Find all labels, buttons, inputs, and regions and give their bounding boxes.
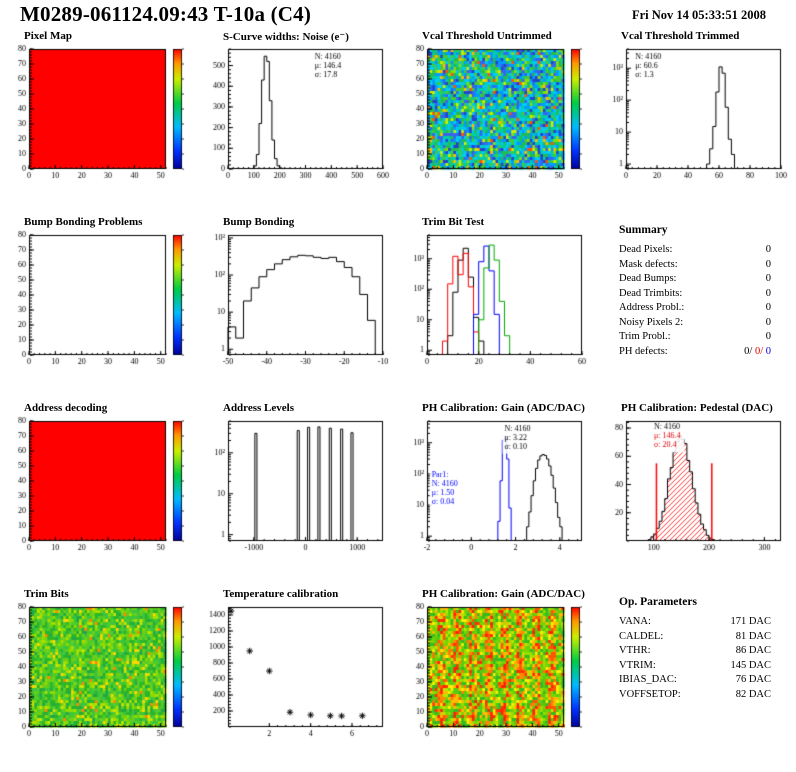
plot-grid: Pixel Map S-Curve widths: Noise (e⁻) Vca… [0,28,796,772]
pixel-map-plot [2,44,194,184]
op-parameter-value: 82 DAC [735,688,771,700]
plot-title: S-Curve widths: Noise (e⁻) [223,31,349,43]
plot-title: Vcal Threshold Untrimmed [422,30,552,42]
ph-pedestal-plot [599,416,791,556]
summary-label: Address Probl.: [619,302,685,313]
plot-title: Trim Bit Test [422,216,485,228]
plot-title: Pixel Map [24,30,72,42]
summary-row: Dead Trimbits: 0 [619,287,771,302]
op-parameter-value: 76 DAC [735,674,771,685]
summary-label: Noisy Pixels 2: [619,316,684,328]
op-parameters-panel: Op. Parameters VANA: 171 DAC CALDEL: 81 … [597,586,796,772]
summary-value: 0/ 0/ 0 [744,345,771,360]
plot-title: Vcal Threshold Trimmed [621,30,740,42]
plot-cell-address-levels: Address Levels [199,400,398,586]
op-parameter-value: 81 DAC [735,630,771,642]
scurve-noise-plot [201,44,393,184]
summary-label: Dead Pixels: [619,244,673,255]
op-parameter-row: VTHR: 86 DAC [619,644,771,659]
summary-value: 0 [765,273,771,284]
plot-cell-pixel-map: Pixel Map [0,28,199,214]
trim-bit-test-plot [400,230,592,370]
op-parameter-row: VTRIM: 145 DAC [619,659,771,674]
ph-gain-fit-plot [400,416,592,556]
op-parameter-label: IBIAS_DAC: [619,674,677,685]
summary-row: Trim Probl.: 0 [619,330,771,345]
plot-title: PH Calibration: Gain (ADC/DAC) [422,588,585,600]
op-parameter-row: VANA: 171 DAC [619,615,771,630]
summary-label: Mask defects: [619,258,678,270]
vcal-trimmed-plot [599,44,791,184]
ph-gain-map-plot [400,602,592,742]
summary-value: 0 [765,331,771,342]
op-parameter-value: 86 DAC [735,645,771,656]
address-decoding-plot [2,416,194,556]
page-title: M0289-061124.09:43 T-10a (C4) [20,2,312,26]
summary-label: Dead Trimbits: [619,287,683,299]
plot-title: Address decoding [24,402,108,414]
summary-value: 0 [765,258,771,270]
address-levels-plot [201,416,393,556]
summary-value: 0 [765,244,771,255]
op-parameter-label: VTHR: [619,645,651,656]
op-parameter-label: VTRIM: [619,659,656,671]
ph-defects-0: 0/ [744,345,753,357]
summary-label: Trim Probl.: [619,331,671,342]
bump-bonding-problems-plot [2,230,194,370]
plot-title: PH Calibration: Gain (ADC/DAC) [422,402,585,414]
plot-title: Address Levels [223,402,294,414]
summary-value: 0 [765,302,771,313]
plot-cell-ph-pedestal: PH Calibration: Pedestal (DAC) [597,400,796,586]
summary-panel: Summary Dead Pixels: 0 Mask defects: 0 D… [597,214,796,400]
trim-bits-plot [2,602,194,742]
plot-cell-vcal-untrimmed: Vcal Threshold Untrimmed [398,28,597,214]
summary-title: Summary [619,224,668,236]
summary-row: Dead Bumps: 0 [619,272,771,287]
plot-cell-bump-bonding: Bump Bonding [199,214,398,400]
summary-value: 0 [765,287,771,299]
summary-row: Noisy Pixels 2: 0 [619,316,771,331]
plot-cell-temperature-calibration: Temperature calibration [199,586,398,772]
op-parameter-value: 171 DAC [730,616,771,627]
summary-value: 0 [765,316,771,328]
plot-title: Bump Bonding [223,216,295,228]
op-parameter-row: CALDEL: 81 DAC [619,630,771,645]
bump-bonding-plot [201,230,393,370]
op-parameter-label: CALDEL: [619,630,664,642]
op-parameter-value: 145 DAC [730,659,771,671]
plot-cell-trim-bits: Trim Bits [0,586,199,772]
plot-title: PH Calibration: Pedestal (DAC) [621,402,773,414]
plot-cell-address-decoding: Address decoding [0,400,199,586]
plot-cell-ph-gain-fit: PH Calibration: Gain (ADC/DAC) [398,400,597,586]
plot-cell-ph-gain-map: PH Calibration: Gain (ADC/DAC) [398,586,597,772]
vcal-untrimmed-plot [400,44,592,184]
op-parameter-label: VANA: [619,616,651,627]
plot-title: Trim Bits [24,588,69,600]
plot-title: Temperature calibration [223,588,339,600]
summary-row-ph-defects: PH defects: 0/ 0/ 0 [619,345,771,360]
plot-title: Bump Bonding Problems [24,216,143,228]
summary-row: Mask defects: 0 [619,258,771,273]
plot-cell-bump-bonding-problems: Bump Bonding Problems [0,214,199,400]
plot-cell-trim-bit-test: Trim Bit Test [398,214,597,400]
ph-defects-2: 0 [765,345,771,357]
plot-cell-vcal-trimmed: Vcal Threshold Trimmed [597,28,796,214]
ph-defects-1: 0/ [754,345,764,357]
summary-label: PH defects: [619,345,668,357]
summary-row: Dead Pixels: 0 [619,243,771,258]
timestamp: Fri Nov 14 05:33:51 2008 [631,8,766,22]
op-parameters-title: Op. Parameters [619,596,697,608]
op-parameter-row: IBIAS_DAC: 76 DAC [619,673,771,688]
summary-row: Address Probl.: 0 [619,301,771,316]
plot-cell-scurve-noise: S-Curve widths: Noise (e⁻) [199,28,398,214]
op-parameter-row: VOFFSETOP: 82 DAC [619,688,771,703]
op-parameter-label: VOFFSETOP: [619,688,681,700]
temperature-calibration-plot [201,602,393,742]
report-header: M0289-061124.09:43 T-10a (C4) Fri Nov 14… [0,0,796,28]
summary-label: Dead Bumps: [619,273,677,284]
